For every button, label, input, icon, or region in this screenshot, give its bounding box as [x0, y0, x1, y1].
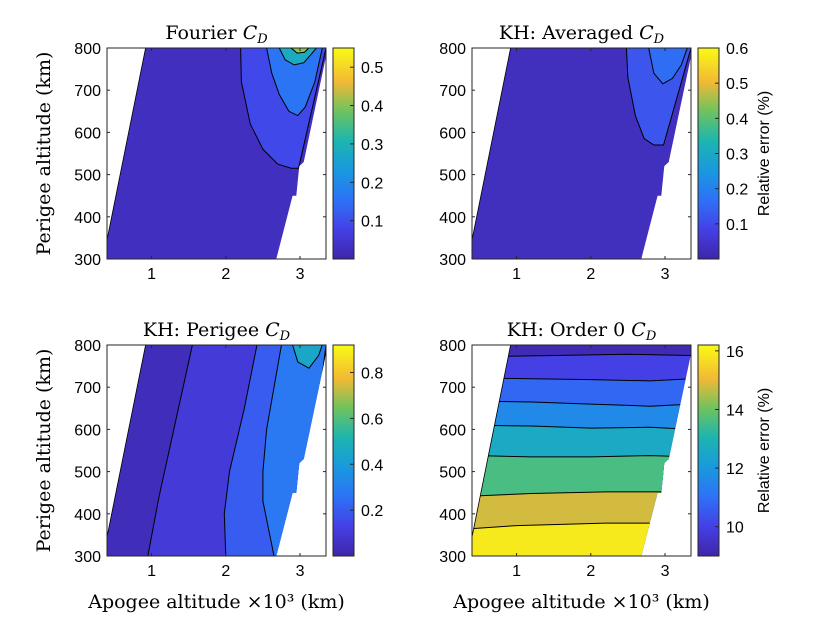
colorbar	[333, 48, 354, 259]
y-tick-label: 800	[74, 338, 101, 355]
colorbar	[698, 345, 719, 556]
x-tick-label: 1	[512, 266, 521, 283]
colorbar-tick-label: 0.6	[361, 411, 383, 428]
colorbar-tick-label: 0.2	[361, 503, 383, 520]
colorbar-tick-label: 0.3	[726, 147, 748, 164]
colorbar-frame	[332, 47, 355, 260]
colorbar-tick-label: 16	[726, 344, 744, 361]
y-tick-label: 400	[74, 210, 101, 227]
panel-fourier: 1 2 3 300 400 500 600 700 800 Fourier CD Perigee a…	[33, 22, 383, 283]
x-axis-label: Apogee altitude ×10³ (km)	[452, 591, 710, 613]
colorbar-tick-label: 0.4	[361, 457, 383, 474]
colorbar-tick-label: 0.5	[361, 60, 383, 77]
x-tick-label: 3	[661, 266, 670, 283]
y-tick-label: 700	[74, 83, 101, 100]
panel-kh-averaged: 1 2 3 300 400 500 600 700 800 KH: Averaged CD 0.1 0…	[439, 22, 773, 283]
y-tick-label: 600	[439, 125, 466, 142]
contour-band-1	[265, 48, 323, 117]
y-tick-label: 500	[439, 168, 466, 185]
contour-fill	[472, 345, 691, 556]
axes-box	[106, 47, 327, 260]
panel-title: KH: Perigee CD	[143, 319, 291, 344]
x-axis-label: Apogee altitude ×10³ (km)	[87, 591, 345, 613]
y-tick-label: 300	[439, 252, 466, 269]
y-tick-label: 400	[439, 210, 466, 227]
colorbar-tick-label: 14	[726, 402, 744, 419]
colorbar-tick-label: 0.2	[726, 182, 748, 199]
x-tick-label: 2	[221, 266, 230, 283]
colorbar-frame	[332, 344, 355, 557]
colorbar-tick-label: 0.1	[361, 214, 383, 231]
colorbar-tick-label: 0.6	[726, 41, 748, 58]
colorbar-label: Relative error (%)	[756, 388, 773, 513]
x-tick-label: 1	[512, 563, 521, 580]
contour-band-1	[648, 48, 688, 85]
y-tick-label: 600	[74, 125, 101, 142]
y-tick-label: 700	[74, 380, 101, 397]
y-axis-label: Perigee altitude (km)	[33, 349, 55, 553]
colorbar-tick-label: 0.4	[361, 99, 383, 116]
y-tick-label: 600	[74, 422, 101, 439]
colorbar-tick-label: 0.4	[726, 111, 748, 128]
x-tick-label: 1	[147, 563, 156, 580]
y-tick-label: 300	[74, 549, 101, 566]
panel-kh-perigee: 1 2 3 300 400 500 600 700 800 KH: Perigee CD Perig…	[33, 319, 383, 613]
contour-band-6	[472, 522, 691, 556]
contour-band-2	[278, 48, 318, 66]
colorbar-tick-label: 0.2	[361, 175, 383, 192]
colorbar-tick-label: 0.8	[361, 366, 383, 383]
colorbar-label: Relative error (%)	[756, 91, 773, 216]
y-tick-label: 800	[439, 41, 466, 58]
y-tick-label: 500	[74, 168, 101, 185]
axes-box	[471, 47, 692, 260]
colorbar	[698, 48, 719, 259]
axes-box	[471, 344, 692, 557]
y-tick-label: 700	[439, 83, 466, 100]
panel-title: Fourier CD	[165, 22, 268, 47]
y-tick-label: 700	[439, 380, 466, 397]
colorbar-frame	[697, 344, 720, 557]
colorbar-tick-label: 12	[726, 461, 744, 478]
colorbar-tick-label: 0.5	[726, 76, 748, 93]
y-tick-label: 800	[439, 338, 466, 355]
y-tick-label: 600	[439, 422, 466, 439]
panel-title: KH: Order 0 CD	[507, 319, 657, 344]
contour-band-3	[291, 345, 323, 369]
x-tick-label: 3	[296, 266, 305, 283]
x-tick-label: 1	[147, 266, 156, 283]
x-tick-label: 3	[296, 563, 305, 580]
colorbar-tick-label: 0.3	[361, 137, 383, 154]
y-tick-label: 300	[74, 252, 101, 269]
x-tick-label: 2	[586, 266, 595, 283]
x-tick-label: 2	[586, 563, 595, 580]
x-tick-label: 2	[221, 563, 230, 580]
colorbar	[333, 345, 354, 556]
colorbar-tick-label: 10	[726, 520, 744, 537]
axes-box	[106, 344, 327, 557]
y-tick-label: 800	[74, 41, 101, 58]
y-tick-label: 400	[439, 507, 466, 524]
y-tick-label: 500	[439, 465, 466, 482]
y-tick-label: 500	[74, 465, 101, 482]
y-tick-label: 400	[74, 507, 101, 524]
y-axis-label: Perigee altitude (km)	[33, 52, 55, 256]
contour-fill	[107, 48, 326, 259]
y-tick-label: 300	[439, 549, 466, 566]
panel-title: KH: Averaged CD	[499, 22, 665, 47]
x-tick-label: 3	[661, 563, 670, 580]
colorbar-tick-label: 0.1	[726, 217, 748, 234]
